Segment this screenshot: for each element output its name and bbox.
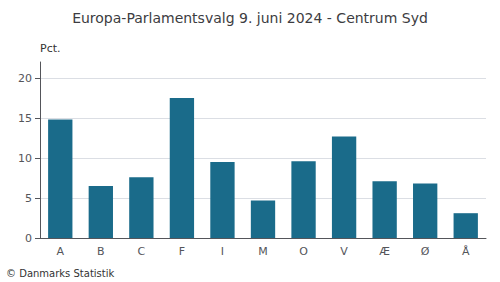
svg-text:C: C bbox=[138, 245, 146, 258]
svg-text:Ø: Ø bbox=[421, 245, 430, 258]
svg-text:0: 0 bbox=[25, 232, 32, 245]
svg-text:A: A bbox=[57, 245, 65, 258]
svg-text:B: B bbox=[97, 245, 105, 258]
svg-text:O: O bbox=[299, 245, 308, 258]
svg-text:10: 10 bbox=[18, 152, 32, 165]
svg-text:Å: Å bbox=[462, 245, 470, 258]
svg-text:F: F bbox=[179, 245, 185, 258]
svg-text:I: I bbox=[221, 245, 224, 258]
svg-text:5: 5 bbox=[25, 192, 32, 205]
svg-text:V: V bbox=[340, 245, 348, 258]
svg-text:M: M bbox=[258, 245, 268, 258]
svg-text:Æ: Æ bbox=[379, 245, 390, 258]
svg-text:15: 15 bbox=[18, 112, 32, 125]
svg-text:Pct.: Pct. bbox=[40, 42, 61, 55]
svg-text:20: 20 bbox=[18, 72, 32, 85]
svg-text:Europa-Parlamentsvalg 9. juni: Europa-Parlamentsvalg 9. juni 2024 - Cen… bbox=[72, 10, 428, 26]
svg-text:© Danmarks Statistik: © Danmarks Statistik bbox=[6, 268, 115, 279]
